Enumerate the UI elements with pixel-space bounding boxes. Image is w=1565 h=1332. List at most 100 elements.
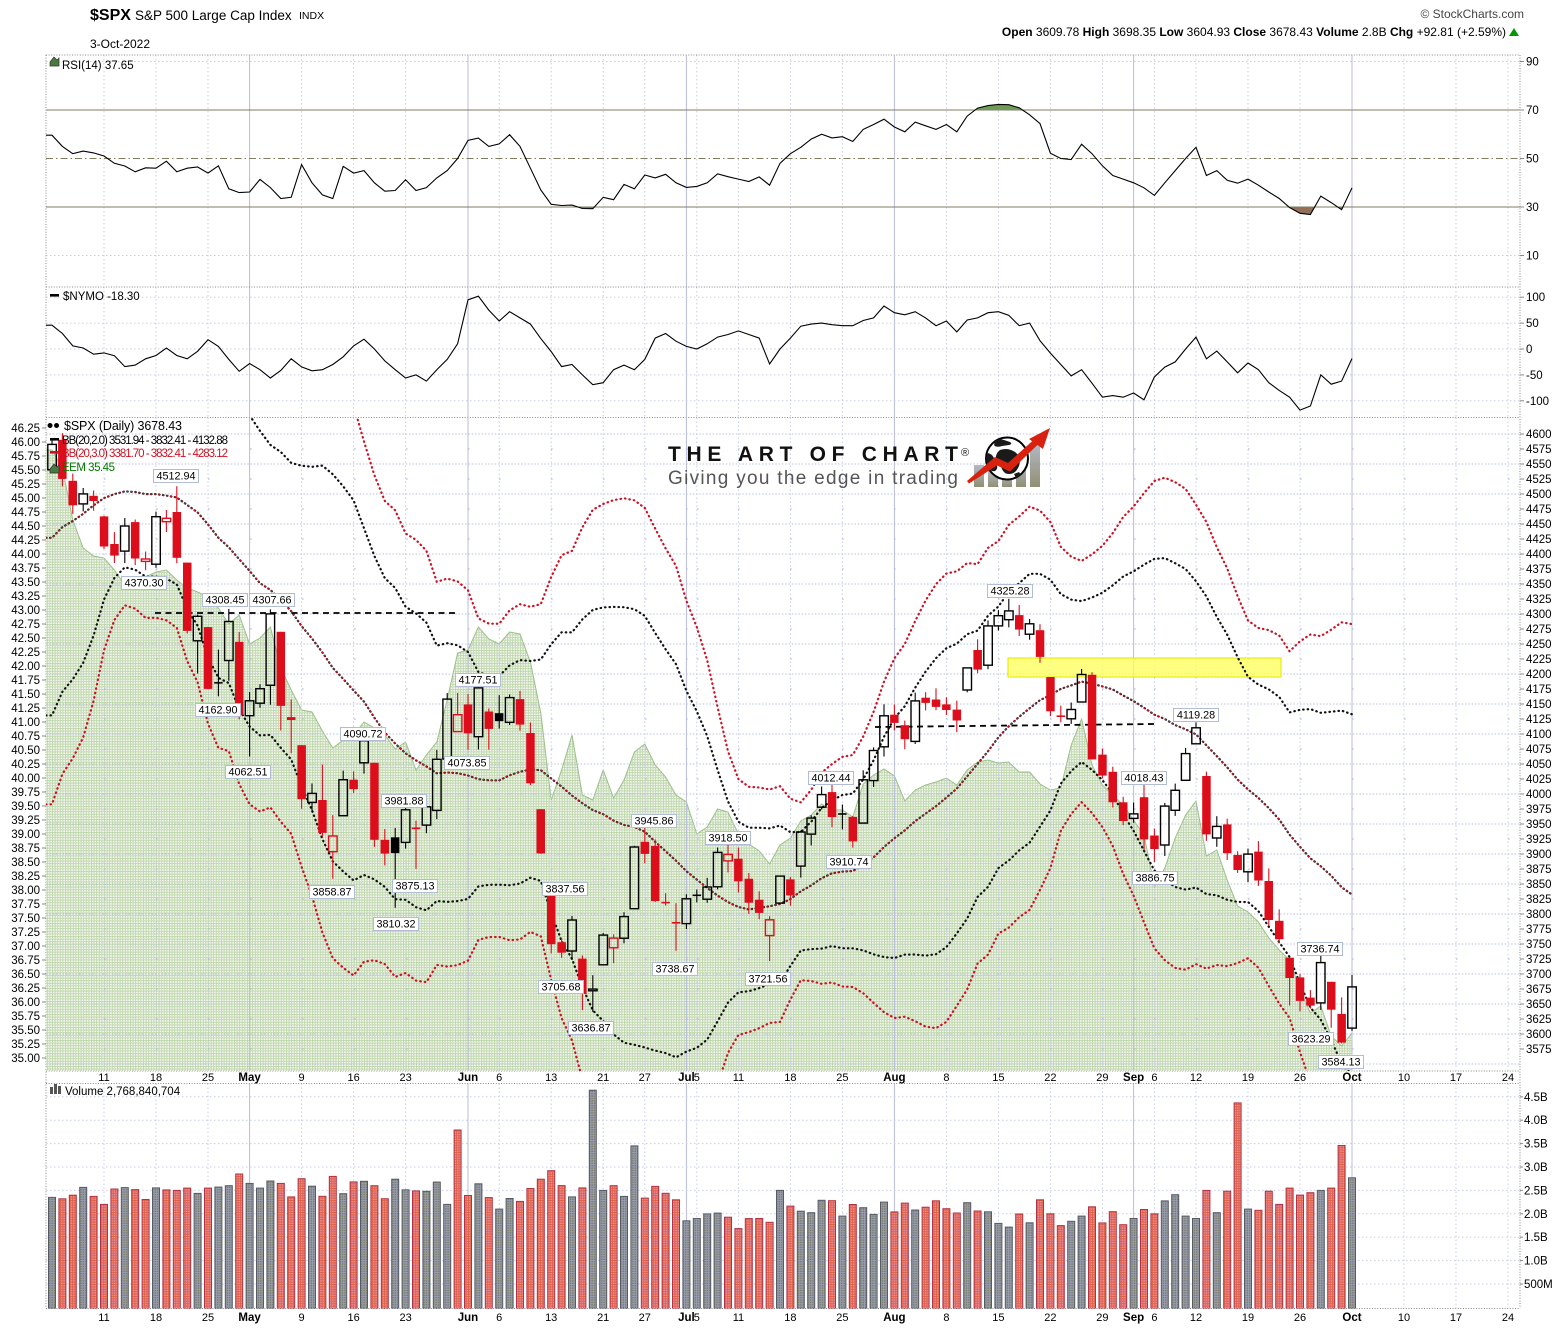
svg-text:26: 26 <box>1294 1312 1306 1324</box>
svg-text:Open 3609.78 High 3698.35 Low: Open 3609.78 High 3698.35 Low 3604.93 Cl… <box>1002 25 1506 39</box>
svg-text:3975: 3975 <box>1526 804 1552 816</box>
svg-text:43.50: 43.50 <box>11 577 40 589</box>
svg-text:-50: -50 <box>1526 370 1543 382</box>
svg-text:4575: 4575 <box>1526 444 1552 456</box>
svg-text:4090.72: 4090.72 <box>343 729 382 741</box>
svg-text:25: 25 <box>202 1312 214 1324</box>
svg-text:Volume 2,768,840,704: Volume 2,768,840,704 <box>65 1086 181 1098</box>
svg-text:29: 29 <box>1096 1072 1108 1084</box>
svg-text:37.25: 37.25 <box>11 927 40 939</box>
svg-text:4370.30: 4370.30 <box>124 578 163 590</box>
svg-text:3584.13: 3584.13 <box>1321 1057 1360 1069</box>
svg-text:10: 10 <box>1526 251 1539 263</box>
svg-text:46.00: 46.00 <box>11 437 40 449</box>
svg-text:Sep: Sep <box>1123 1312 1144 1324</box>
svg-text:46.25: 46.25 <box>11 423 40 435</box>
svg-text:4425: 4425 <box>1526 534 1552 546</box>
svg-text:®: ® <box>961 447 969 459</box>
svg-text:4000: 4000 <box>1526 789 1552 801</box>
svg-text:4050: 4050 <box>1526 759 1552 771</box>
svg-text:10: 10 <box>1398 1072 1410 1084</box>
svg-text:3636.87: 3636.87 <box>571 1023 610 1035</box>
svg-text:11: 11 <box>98 1312 109 1324</box>
svg-text:2.5B: 2.5B <box>1524 1185 1548 1197</box>
svg-text:36.00: 36.00 <box>11 997 40 1009</box>
svg-text:12: 12 <box>1190 1312 1202 1324</box>
svg-text:4325.28: 4325.28 <box>990 586 1029 598</box>
svg-text:44.50: 44.50 <box>11 521 40 533</box>
svg-text:3981.88: 3981.88 <box>384 796 423 808</box>
svg-text:4250: 4250 <box>1526 639 1552 651</box>
svg-text:8: 8 <box>943 1312 949 1324</box>
svg-text:16: 16 <box>347 1072 359 1084</box>
svg-text:Sep: Sep <box>1123 1072 1144 1084</box>
svg-text:16: 16 <box>347 1312 359 1324</box>
svg-text:13: 13 <box>545 1312 557 1324</box>
svg-text:1.0B: 1.0B <box>1524 1256 1548 1268</box>
svg-text:4177.51: 4177.51 <box>458 675 497 687</box>
svg-text:$SPX: $SPX <box>90 7 131 24</box>
svg-text:4225: 4225 <box>1526 654 1552 666</box>
svg-text:4512.94: 4512.94 <box>156 471 195 483</box>
svg-text:6: 6 <box>1151 1312 1157 1324</box>
svg-text:4073.85: 4073.85 <box>447 758 486 770</box>
svg-text:4350: 4350 <box>1526 579 1552 591</box>
svg-text:4325: 4325 <box>1526 594 1552 606</box>
svg-text:THE ART OF CHART: THE ART OF CHART <box>668 443 961 466</box>
svg-text:23: 23 <box>399 1312 411 1324</box>
svg-text:35.50: 35.50 <box>11 1025 40 1037</box>
svg-text:4275: 4275 <box>1526 624 1552 636</box>
svg-text:3858.87: 3858.87 <box>312 887 351 899</box>
svg-text:22: 22 <box>1044 1312 1056 1324</box>
svg-text:3.5B: 3.5B <box>1524 1139 1548 1151</box>
svg-text:4475: 4475 <box>1526 504 1552 516</box>
svg-text:Oct: Oct <box>1342 1312 1361 1324</box>
svg-text:3700: 3700 <box>1526 969 1552 981</box>
svg-text:42.50: 42.50 <box>11 633 40 645</box>
svg-text:-100: -100 <box>1526 396 1549 408</box>
svg-text:45.75: 45.75 <box>11 451 40 463</box>
svg-text:9: 9 <box>299 1312 305 1324</box>
svg-text:35.00: 35.00 <box>11 1053 40 1065</box>
svg-text:May: May <box>238 1072 261 1084</box>
svg-text:41.25: 41.25 <box>11 703 40 715</box>
svg-text:6: 6 <box>1151 1072 1157 1084</box>
svg-text:4075: 4075 <box>1526 744 1552 756</box>
svg-text:11: 11 <box>733 1072 744 1084</box>
svg-text:3900: 3900 <box>1526 849 1552 861</box>
svg-text:11: 11 <box>98 1072 109 1084</box>
svg-text:3910.74: 3910.74 <box>829 857 868 869</box>
svg-text:3650: 3650 <box>1526 999 1552 1011</box>
svg-text:4600: 4600 <box>1526 429 1552 441</box>
svg-text:50: 50 <box>1526 154 1539 166</box>
svg-text:INDX: INDX <box>299 10 324 22</box>
svg-text:4162.90: 4162.90 <box>198 705 237 717</box>
svg-text:3875: 3875 <box>1526 864 1552 876</box>
svg-text:3575: 3575 <box>1526 1044 1552 1056</box>
svg-text:3-Oct-2022: 3-Oct-2022 <box>90 37 150 51</box>
svg-text:41.75: 41.75 <box>11 675 40 687</box>
svg-text:4300: 4300 <box>1526 609 1552 621</box>
svg-text:50: 50 <box>1526 318 1539 330</box>
svg-text:36.50: 36.50 <box>11 969 40 981</box>
svg-text:43.00: 43.00 <box>11 605 40 617</box>
svg-text:3825: 3825 <box>1526 894 1552 906</box>
svg-text:4150: 4150 <box>1526 699 1552 711</box>
svg-text:42.75: 42.75 <box>11 619 40 631</box>
svg-text:15: 15 <box>992 1072 1004 1084</box>
svg-text:8: 8 <box>943 1072 949 1084</box>
svg-text:90: 90 <box>1526 57 1539 69</box>
svg-text:2.0B: 2.0B <box>1524 1209 1548 1221</box>
svg-text:19: 19 <box>1242 1312 1254 1324</box>
svg-text:3736.74: 3736.74 <box>1300 944 1339 956</box>
svg-text:4375: 4375 <box>1526 564 1552 576</box>
svg-text:3600: 3600 <box>1526 1029 1552 1041</box>
svg-text:3750: 3750 <box>1526 939 1552 951</box>
svg-text:18: 18 <box>150 1072 162 1084</box>
svg-text:27: 27 <box>639 1312 651 1324</box>
svg-text:39.50: 39.50 <box>11 801 40 813</box>
svg-text:39.00: 39.00 <box>11 829 40 841</box>
svg-text:35.25: 35.25 <box>11 1039 40 1051</box>
svg-text:45.25: 45.25 <box>11 479 40 491</box>
svg-text:6: 6 <box>496 1072 502 1084</box>
